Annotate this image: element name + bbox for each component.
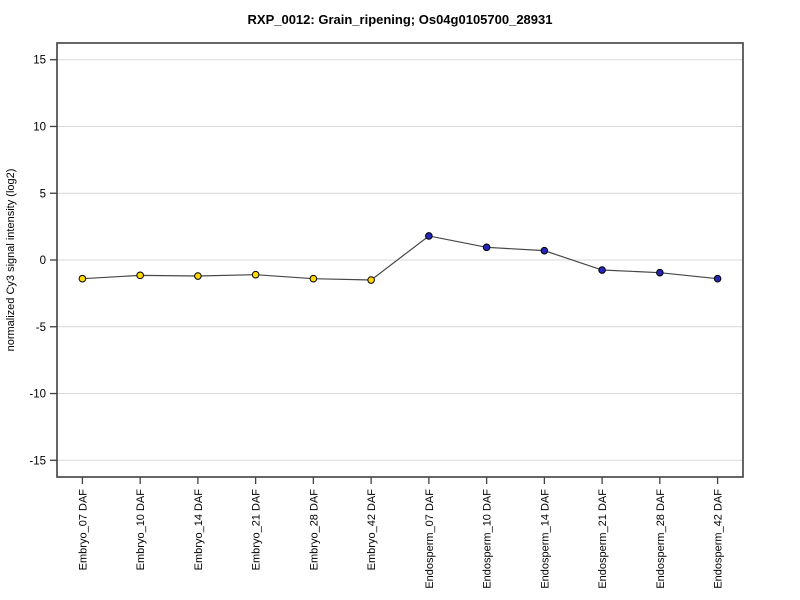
x-tick-label: Embryo_42 DAF <box>366 489 378 571</box>
x-tick-label: Embryo_14 DAF <box>193 489 205 571</box>
data-point <box>136 271 144 280</box>
x-tick-label: Endosperm_28 DAF <box>655 489 667 589</box>
x-tick-label: Endosperm_07 DAF <box>424 489 436 589</box>
x-tick-label: Embryo_10 DAF <box>135 489 147 571</box>
x-tick-label: Embryo_28 DAF <box>308 489 320 571</box>
y-tick-label: -10 <box>29 389 46 401</box>
y-tick-label: -5 <box>36 322 46 334</box>
x-tick-label: Endosperm_10 DAF <box>482 489 494 589</box>
y-tick-label: 5 <box>40 188 46 200</box>
series-line <box>82 235 718 281</box>
data-point <box>367 276 375 284</box>
x-tick-label: Endosperm_21 DAF <box>597 489 609 589</box>
y-tick-label: -15 <box>29 455 46 467</box>
data-point <box>425 232 433 240</box>
data-point <box>482 243 491 252</box>
y-tick-label: 10 <box>33 121 46 133</box>
chart-title: RXP_0012: Grain_ripening; Os04g0105700_2… <box>247 12 553 27</box>
data-point <box>251 270 260 279</box>
x-tick-label: Endosperm_14 DAF <box>539 489 551 589</box>
x-tick-label: Embryo_21 DAF <box>251 489 263 571</box>
y-tick-label: 15 <box>33 55 46 67</box>
y-axis-label: normalized Cy3 signal intensity (log2) <box>5 169 17 352</box>
data-point <box>194 272 202 280</box>
data-point <box>540 246 549 255</box>
data-point <box>309 274 318 283</box>
data-point <box>656 268 664 277</box>
x-tick-label: Embryo_07 DAF <box>77 489 89 571</box>
plot-frame <box>56 42 744 478</box>
x-tick-label: Endosperm_42 DAF <box>713 489 725 589</box>
data-point <box>598 266 606 274</box>
data-point <box>713 274 722 283</box>
y-tick-label: 0 <box>40 255 46 267</box>
data-point <box>78 274 87 283</box>
